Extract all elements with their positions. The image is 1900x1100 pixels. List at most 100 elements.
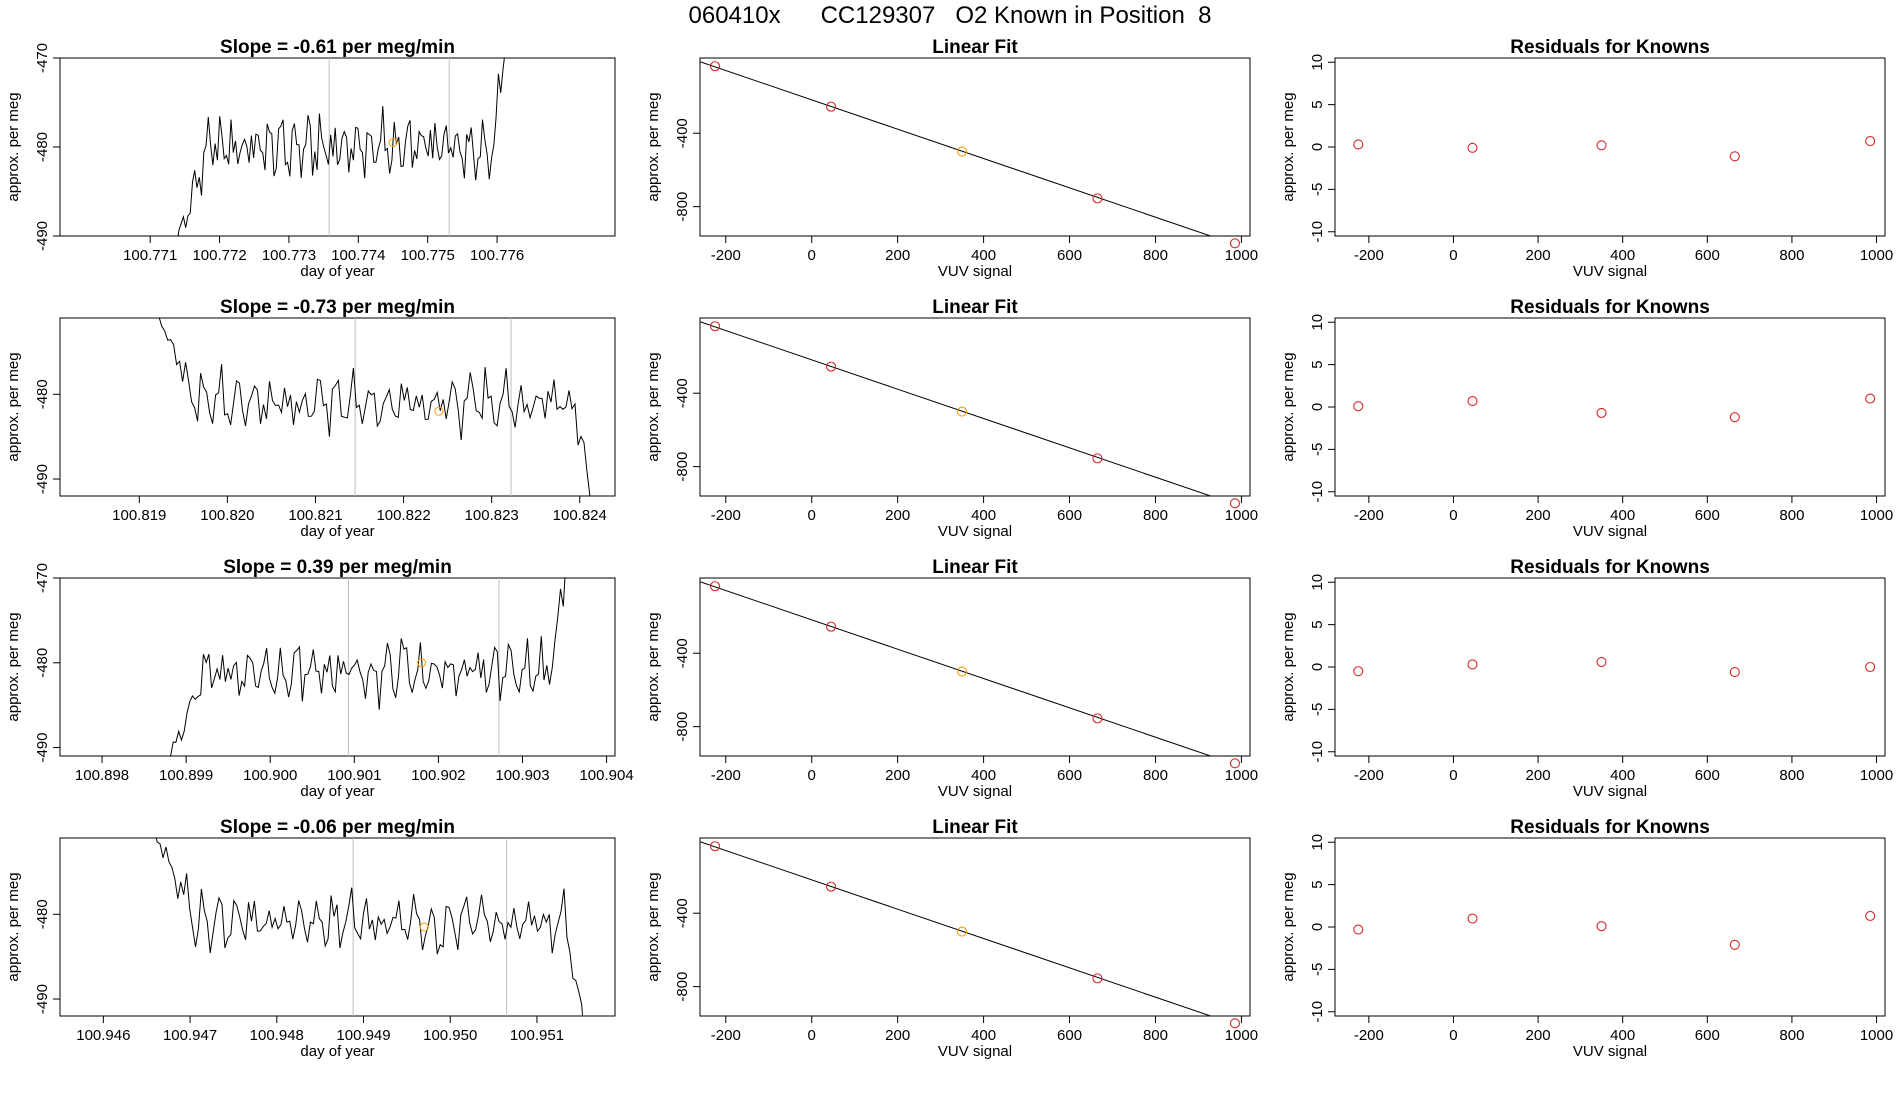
panel-r2c3: Residuals for Knowns-200 0 200 400 600 800 100… — [1280, 297, 1893, 540]
y-tick-label: 5 — [1309, 100, 1326, 108]
data-point — [957, 926, 968, 937]
y-tick-label: -400 — [674, 898, 691, 928]
y-tick-label: -490 — [34, 464, 51, 494]
panel-title: Residuals for Knowns — [1510, 817, 1710, 838]
x-axis-label: VUV signal — [938, 263, 1012, 280]
data-point — [1467, 142, 1478, 153]
x-tick-label: 100.822 — [376, 507, 430, 524]
x-tick-label: 200 — [1526, 507, 1551, 524]
x-axis-label: VUV signal — [1573, 523, 1647, 540]
x-tick-label: 100.824 — [553, 507, 607, 524]
x-tick-label: 600 — [1695, 767, 1720, 784]
plot-frame — [699, 577, 1251, 757]
y-tick-label: -800 — [674, 712, 691, 742]
panel-title: Slope = -0.73 per meg/min — [220, 297, 455, 318]
x-tick-label: 0 — [808, 247, 816, 264]
x-tick-label: 100.773 — [262, 247, 316, 264]
x-tick-label: 100.776 — [470, 247, 524, 264]
x-tick-label: 100.949 — [336, 1027, 390, 1044]
x-tick-label: 800 — [1779, 507, 1804, 524]
x-tick-label: 1000 — [1860, 507, 1893, 524]
data-point — [1353, 139, 1364, 150]
x-tick-label: 0 — [1449, 247, 1457, 264]
panel-title: Residuals for Knowns — [1510, 37, 1710, 58]
y-tick-label: -480 — [34, 899, 51, 929]
y-axis-label: approx. per meg — [645, 612, 662, 721]
panel-r1c2: Linear Fit -200 0 200 400 600 800 1000 VUV signa… — [645, 37, 1258, 280]
x-tick-label: 400 — [1610, 507, 1635, 524]
x-tick-label: 400 — [971, 767, 996, 784]
x-tick-label: 0 — [1449, 507, 1457, 524]
data-point — [1353, 401, 1364, 412]
x-tick-label: 1000 — [1225, 507, 1258, 524]
x-tick-label: -200 — [1354, 247, 1384, 264]
data-point — [1865, 393, 1876, 404]
data-point — [1092, 193, 1103, 204]
x-axis-label: VUV signal — [938, 1043, 1012, 1060]
x-tick-label: 800 — [1779, 1027, 1804, 1044]
x-tick-label: 0 — [808, 767, 816, 784]
plot-frame — [1334, 837, 1886, 1017]
data-point — [1729, 667, 1740, 678]
series-trace — [177, 58, 505, 236]
known-marker — [388, 138, 398, 148]
data-point — [1865, 661, 1876, 673]
x-tick-label: 100.771 — [123, 247, 177, 264]
plot-frame — [699, 57, 1251, 237]
x-tick-label: 1000 — [1225, 1027, 1258, 1044]
x-axis-label: VUV signal — [938, 523, 1012, 540]
x-tick-label: -200 — [711, 507, 741, 524]
fit-line — [700, 321, 1213, 496]
y-tick-label: -5 — [1309, 183, 1326, 196]
y-axis-label: approx. per meg — [5, 92, 22, 201]
panel-r4c2: Linear Fit -200 0 200 400 600 800 1000 VUV signa… — [645, 817, 1258, 1060]
plot-frame — [59, 317, 616, 497]
panel-title: Slope = 0.39 per meg/min — [223, 557, 452, 578]
plot-frame — [699, 837, 1251, 1017]
x-axis-label: day of year — [300, 783, 374, 800]
panel-title: Residuals for Knowns — [1510, 297, 1710, 318]
plot-frame — [699, 317, 1251, 497]
y-axis-label: approx. per meg — [5, 352, 22, 461]
y-tick-label: -5 — [1309, 703, 1326, 716]
x-tick-label: -200 — [711, 1027, 741, 1044]
y-axis-label: approx. per meg — [645, 352, 662, 461]
data-point — [1092, 973, 1103, 984]
plot-frame — [59, 577, 616, 757]
panel-title: Linear Fit — [932, 297, 1018, 318]
x-tick-label: 100.946 — [76, 1027, 130, 1044]
panel-r2c1: Slope = -0.73 per meg/min 100.819 100.820 1… — [5, 297, 616, 540]
y-tick-label: -10 — [1309, 1001, 1326, 1023]
y-axis-label: approx. per meg — [1280, 612, 1297, 721]
y-tick-label: -400 — [674, 378, 691, 408]
x-tick-label: 1000 — [1225, 247, 1258, 264]
x-tick-label: 1000 — [1860, 767, 1893, 784]
known-marker — [434, 406, 444, 416]
x-axis-label: VUV signal — [938, 783, 1012, 800]
panel-r2c2: Linear Fit -200 0 200 400 600 800 1000 VUV signa… — [645, 297, 1258, 540]
y-tick-label: -490 — [34, 984, 51, 1014]
data-point — [709, 61, 721, 72]
data-point — [1467, 396, 1478, 407]
x-tick-label: 0 — [808, 507, 816, 524]
data-point — [1092, 713, 1103, 724]
data-point — [957, 146, 968, 157]
y-tick-label: 5 — [1309, 620, 1326, 628]
fit-line — [700, 61, 1213, 236]
x-tick-label: 800 — [1143, 507, 1168, 524]
x-tick-label: 1000 — [1860, 1027, 1893, 1044]
x-axis-label: VUV signal — [1573, 1043, 1647, 1060]
x-tick-label: 100.947 — [163, 1027, 217, 1044]
panel-title: Linear Fit — [932, 37, 1018, 58]
y-tick-label: -470 — [34, 563, 51, 593]
x-tick-label: -200 — [711, 767, 741, 784]
panel-r3c1: Slope = 0.39 per meg/min 100.898 100.899 10… — [5, 557, 634, 800]
y-tick-label: -10 — [1309, 741, 1326, 763]
y-tick-label: -400 — [674, 638, 691, 668]
x-tick-label: 600 — [1695, 1027, 1720, 1044]
y-tick-label: -10 — [1309, 481, 1326, 503]
data-point — [1596, 407, 1607, 418]
x-tick-label: 600 — [1057, 507, 1082, 524]
x-tick-label: 100.821 — [288, 507, 342, 524]
data-point — [826, 101, 837, 112]
